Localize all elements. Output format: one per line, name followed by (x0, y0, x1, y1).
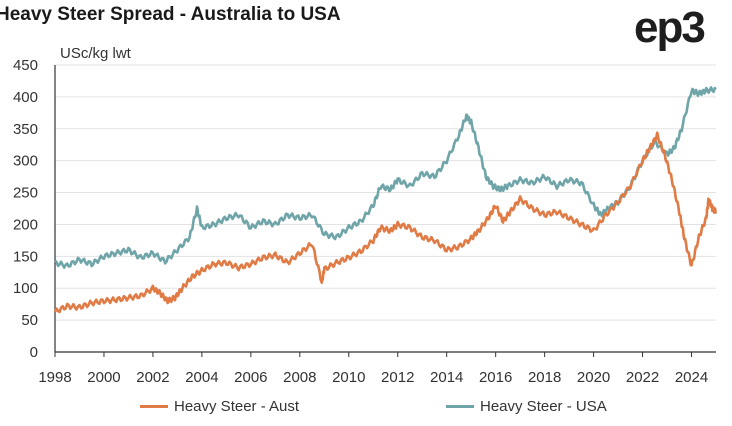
y-tick-label: 350 (13, 121, 38, 138)
y-tick-label: 0 (30, 344, 38, 361)
y-tick-label: 250 (13, 185, 38, 202)
y-tick-label: 450 (13, 57, 38, 74)
x-tick-label: 2014 (430, 369, 463, 386)
x-tick-label: 2022 (626, 369, 659, 386)
x-tick-label: 2020 (577, 369, 610, 386)
series-line-aust (53, 131, 718, 314)
x-tick-label: 2000 (87, 369, 120, 386)
x-tick-label: 2010 (332, 369, 365, 386)
x-tick-label: 2012 (381, 369, 414, 386)
y-tick-label: 50 (21, 312, 38, 329)
legend-item-aust: Heavy Steer - Aust (140, 398, 299, 415)
legend-label-usa: Heavy Steer - USA (480, 398, 607, 415)
y-tick-label: 400 (13, 89, 38, 106)
x-tick-label: 1998 (38, 369, 71, 386)
x-tick-label: 2004 (185, 369, 218, 386)
legend-swatch-usa (446, 405, 474, 408)
y-tick-label: 200 (13, 216, 38, 233)
chart-title: Heavy Steer Spread - Australia to USA (0, 4, 341, 25)
legend-label-aust: Heavy Steer - Aust (174, 398, 300, 415)
x-tick-label: 2018 (528, 369, 561, 386)
legend-item-usa: Heavy Steer - USA (446, 398, 607, 415)
y-tick-label: 100 (13, 280, 38, 297)
x-tick-label: 2006 (234, 369, 267, 386)
x-tick-label: 2016 (479, 369, 512, 386)
x-tick-label: 2002 (136, 369, 169, 386)
legend-swatch-aust (140, 405, 168, 408)
y-tick-label: 300 (13, 153, 38, 170)
brand-logo: ep3 (634, 3, 706, 52)
y-tick-label: 150 (13, 248, 38, 265)
series-line-usa (54, 86, 717, 269)
x-tick-label: 2008 (283, 369, 316, 386)
x-tick-label: 2024 (675, 369, 708, 386)
y-axis-label: USc/kg lwt (60, 45, 131, 62)
